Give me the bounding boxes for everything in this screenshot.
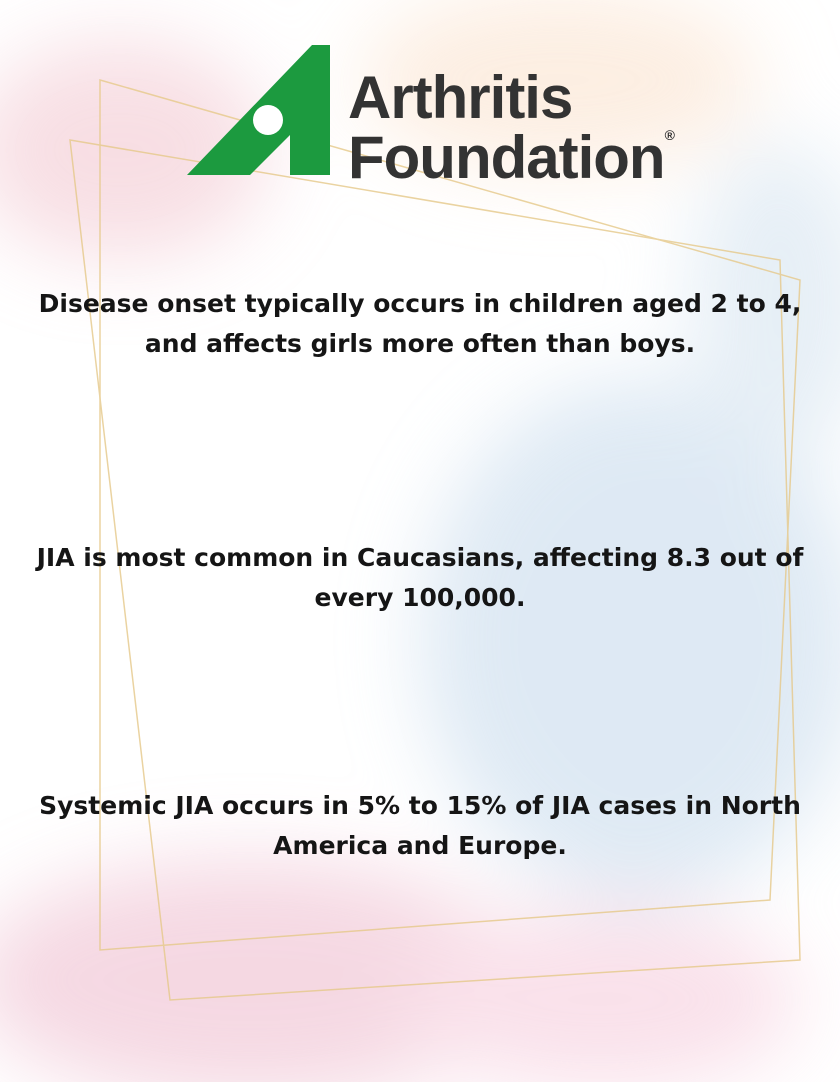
fact-line: every 100,000.	[0, 578, 840, 618]
page: Arthritis Foundation® Disease onset typi…	[0, 0, 840, 1082]
fact-line: America and Europe.	[0, 826, 840, 866]
fact-line: Systemic JIA occurs in 5% to 15% of JIA …	[0, 786, 840, 826]
fact-line: and affects girls more often than boys.	[0, 324, 840, 364]
logo-text: Foundation	[348, 124, 665, 191]
logo-text: Arthritis	[348, 68, 572, 128]
fact: JIA is most common in Caucasians, affect…	[0, 538, 840, 618]
fact: Disease onset typically occurs in childr…	[0, 284, 840, 364]
fact-line: JIA is most common in Caucasians, affect…	[0, 538, 840, 578]
fact-line: Disease onset typically occurs in childr…	[0, 284, 840, 324]
logo-text: Foundation®	[348, 128, 674, 188]
fact: Systemic JIA occurs in 5% to 15% of JIA …	[0, 786, 840, 866]
registered-mark: ®	[665, 127, 674, 143]
